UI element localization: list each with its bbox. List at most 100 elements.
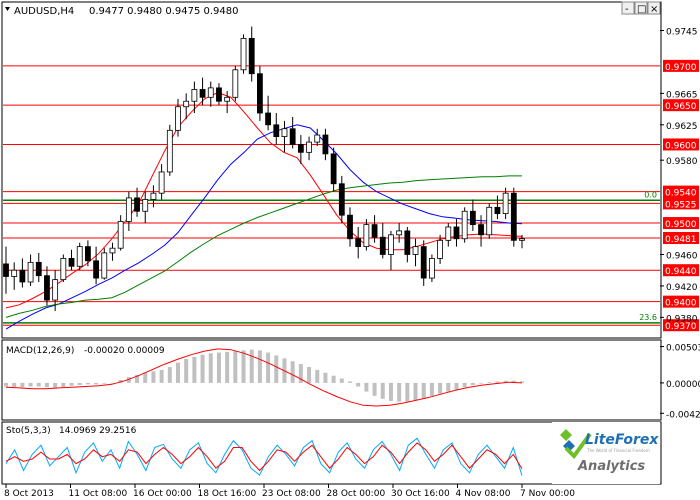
time-tick-label: 18 Oct 16:00 <box>198 489 257 499</box>
macd-indicator: 0.00503 0.00000 -0.00421 <box>4 344 700 420</box>
candle-body <box>93 260 99 279</box>
macd-histogram-bar <box>479 382 484 384</box>
logo-mark-icon <box>560 429 572 441</box>
macd-histogram-bar <box>438 382 443 394</box>
macd-histogram-bar <box>470 382 475 386</box>
candle-body <box>486 206 493 236</box>
candle-body <box>109 247 116 254</box>
macd-histogram-bar <box>503 380 508 383</box>
chart-header: AUDUSD,H4 0.9477 0.9480 0.9475 0.9480 <box>5 6 239 17</box>
maximize-button[interactable] <box>634 1 648 15</box>
macd-histogram-bar <box>143 372 148 383</box>
candle-body <box>183 100 190 108</box>
candle-body <box>388 234 394 255</box>
candle-body <box>379 236 386 255</box>
price-level-marker <box>663 217 699 230</box>
price-tick-label: 0.9580 <box>666 157 698 167</box>
macd-histogram-bar <box>53 382 58 388</box>
candle-body <box>273 124 280 138</box>
candle-body <box>199 89 206 98</box>
candle-body <box>248 37 255 75</box>
macd-tick-label: 0.00000 <box>666 380 700 390</box>
price-level-label: 0.9650 <box>665 102 697 112</box>
liteforex-logo: LiteForex The World of Financial Freedom… <box>552 422 660 484</box>
candle-body <box>216 87 222 102</box>
fib-level-label: 0.0 <box>644 190 657 199</box>
candle-body <box>461 210 468 240</box>
candle-body <box>191 89 198 102</box>
price-level-label: 0.9400 <box>665 299 697 309</box>
price-level-label: 0.9600 <box>665 141 697 151</box>
macd-histogram-bar <box>487 382 492 383</box>
candle-body <box>142 199 149 212</box>
macd-histogram-bar <box>184 359 189 383</box>
candle-body <box>338 183 345 216</box>
price-tick-label: 0.9665 <box>666 90 698 100</box>
candle-body <box>330 153 337 185</box>
macd-histogram-bar <box>69 382 74 386</box>
candles <box>3 26 525 312</box>
macd-histogram-bar <box>348 381 352 383</box>
macd-histogram-bar <box>520 381 524 383</box>
macd-histogram-bar <box>241 350 246 383</box>
candle-body <box>68 258 75 267</box>
macd-histogram-bar <box>216 352 221 383</box>
minimize-button[interactable] <box>621 1 635 15</box>
macd-histogram-bar <box>429 382 434 396</box>
candle-body <box>257 73 263 114</box>
candle-body <box>265 112 271 126</box>
macd-panel-frame <box>1 339 662 421</box>
candle-body <box>510 192 517 241</box>
macd-histogram-bar <box>446 382 451 392</box>
candle-body <box>207 87 214 98</box>
macd-histogram-bar <box>36 382 41 387</box>
candle-body <box>494 206 501 215</box>
price-level-label: 0.9540 <box>665 189 697 199</box>
price-level-marker <box>663 231 699 244</box>
candle-body <box>150 192 157 200</box>
macd-histogram-bar <box>356 382 361 387</box>
candle-body <box>76 246 83 267</box>
candle-body <box>469 210 476 226</box>
minimize-icon: - <box>625 4 629 15</box>
macd-histogram-bar <box>200 354 205 383</box>
moving-average-line <box>5 124 523 330</box>
candle-body <box>306 141 312 153</box>
macd-histogram-bar <box>28 382 33 387</box>
candle-body <box>281 128 288 138</box>
price-level-marker <box>663 264 699 277</box>
candle-body <box>519 238 525 241</box>
macd-histogram-bar <box>331 375 336 383</box>
candle-body <box>125 197 132 222</box>
candle-body <box>11 269 18 277</box>
dropdown-arrow-icon <box>5 7 10 11</box>
candle-body <box>175 106 181 131</box>
candle-body <box>19 269 26 283</box>
macd-histogram-bar <box>298 364 303 383</box>
macd-values: -0.00020 0.00009 <box>84 346 165 356</box>
price-tick-label: 0.9745 <box>666 28 698 38</box>
candle-body <box>3 263 9 277</box>
candle-body <box>166 129 173 173</box>
candle-body <box>52 279 59 301</box>
stochastic-line <box>5 442 523 472</box>
candle-body <box>478 224 484 236</box>
macd-histogram-bar <box>397 382 402 402</box>
price-level-marker <box>663 59 699 72</box>
price-level-marker <box>663 185 699 198</box>
macd-histogram-bar <box>380 382 385 399</box>
price-level-marker <box>663 138 699 151</box>
candle-body <box>363 224 370 248</box>
candle-body <box>35 261 42 277</box>
time-tick-label: 8 Oct 2013 <box>4 489 54 499</box>
price-level-marker <box>663 197 699 210</box>
macd-histogram-bar <box>167 367 172 383</box>
price-level-marker <box>663 319 699 332</box>
candle-body <box>404 230 411 255</box>
close-button[interactable] <box>647 1 661 15</box>
price-level-label: 0.9440 <box>665 267 697 277</box>
logo-check-icon <box>564 432 592 460</box>
